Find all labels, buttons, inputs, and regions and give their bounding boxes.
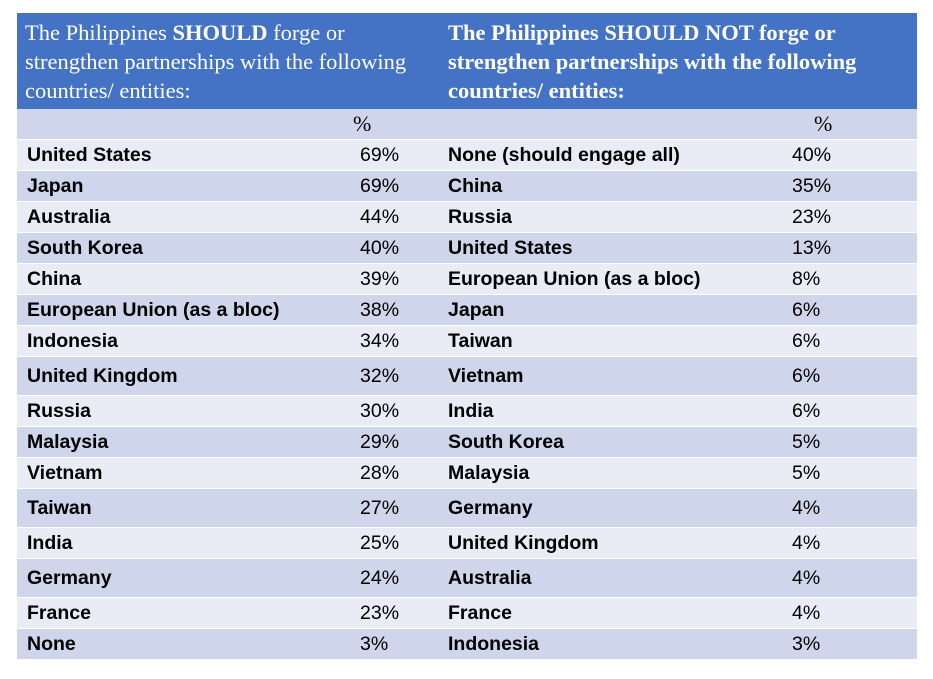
should-not-percent: 5% (792, 457, 918, 489)
should-not-percent: 13% (792, 232, 918, 264)
table-row: France 23% France 4% (17, 597, 918, 629)
table-row: Indonesia 34% Taiwan 6% (17, 325, 918, 357)
should-percent: 25% (341, 527, 449, 559)
should-not-percent: 5% (792, 426, 918, 458)
should-country: Indonesia (17, 325, 341, 357)
should-percent-label: % (17, 109, 449, 140)
should-not-percent-label: % (448, 109, 918, 140)
should-not-percent: 6% (792, 325, 918, 357)
should-country: Taiwan (17, 488, 341, 528)
should-percent: 34% (341, 325, 449, 357)
should-not-percent: 6% (792, 294, 918, 326)
table-row: United States 69% None (should engage all)… (17, 139, 918, 171)
should-country: China (17, 263, 341, 295)
should-not-country: India (448, 395, 793, 427)
should-percent: 30% (341, 395, 449, 427)
table-row: Malaysia 29% South Korea 5% (17, 426, 918, 458)
should-not-percent: 6% (792, 395, 918, 427)
should-not-percent: 4% (792, 527, 918, 559)
should-not-country: Vietnam (448, 356, 793, 396)
should-percent: 69% (341, 170, 449, 202)
should-percent: 44% (341, 201, 449, 233)
table-row: Russia 30% India 6% (17, 395, 918, 427)
should-not-country: Japan (448, 294, 793, 326)
should-not-country: United States (448, 232, 793, 264)
should-header-bold: SHOULD (172, 20, 268, 45)
header-row: The Philippines SHOULD forge or strength… (17, 13, 918, 109)
table-row: Taiwan 27% Germany 4% (17, 488, 918, 528)
should-country: Vietnam (17, 457, 341, 489)
should-not-percent: 8% (792, 263, 918, 295)
percent-label-row: % % (17, 109, 918, 140)
table-body: United States 69% None (should engage all)… (17, 139, 918, 660)
should-header: The Philippines SHOULD forge or strength… (17, 13, 449, 109)
should-not-country: United Kingdom (448, 527, 793, 559)
table-row: Australia 44% Russia 23% (17, 201, 918, 233)
should-not-percent: 4% (792, 558, 918, 598)
table-row: United Kingdom 32% Vietnam 6% (17, 356, 918, 396)
table-row: China 39% European Union (as a bloc) 8% (17, 263, 918, 295)
should-percent: 40% (341, 232, 449, 264)
should-not-country: None (should engage all) (448, 139, 793, 171)
should-percent: 38% (341, 294, 449, 326)
should-country: European Union (as a bloc) (17, 294, 341, 326)
should-country: United Kingdom (17, 356, 341, 396)
should-country: South Korea (17, 232, 341, 264)
should-country: Germany (17, 558, 341, 598)
should-percent: 39% (341, 263, 449, 295)
should-not-country: Australia (448, 558, 793, 598)
should-country: Russia (17, 395, 341, 427)
table-row: European Union (as a bloc) 38% Japan 6% (17, 294, 918, 326)
table-row: Vietnam 28% Malaysia 5% (17, 457, 918, 489)
should-not-country: Indonesia (448, 628, 793, 660)
should-not-country: South Korea (448, 426, 793, 458)
should-percent: 32% (341, 356, 449, 396)
should-not-country: Russia (448, 201, 793, 233)
should-not-country: European Union (as a bloc) (448, 263, 793, 295)
should-percent: 27% (341, 488, 449, 528)
table-row: None 3% Indonesia 3% (17, 628, 918, 660)
should-percent: 23% (341, 597, 449, 629)
partnership-table: The Philippines SHOULD forge or strength… (17, 13, 918, 660)
table-row: India 25% United Kingdom 4% (17, 527, 918, 559)
should-not-country: France (448, 597, 793, 629)
should-not-country: Taiwan (448, 325, 793, 357)
should-not-percent: 4% (792, 488, 918, 528)
should-header-pre: The Philippines (25, 20, 173, 45)
should-country: Japan (17, 170, 341, 202)
should-header-post: forge or strengthen partnerships with th… (25, 20, 407, 103)
should-country: United States (17, 139, 341, 171)
should-not-percent: 35% (792, 170, 918, 202)
should-not-country: China (448, 170, 793, 202)
should-not-percent: 40% (792, 139, 918, 171)
should-not-percent: 4% (792, 597, 918, 629)
should-percent: 24% (341, 558, 449, 598)
should-not-percent: 23% (792, 201, 918, 233)
should-percent: 29% (341, 426, 449, 458)
should-not-country: Malaysia (448, 457, 793, 489)
should-country: Australia (17, 201, 341, 233)
table-row: Japan 69% China 35% (17, 170, 918, 202)
should-not-country: Germany (448, 488, 793, 528)
should-country: None (17, 628, 341, 660)
should-percent: 3% (341, 628, 449, 660)
should-percent: 69% (341, 139, 449, 171)
should-country: Malaysia (17, 426, 341, 458)
table-row: Germany 24% Australia 4% (17, 558, 918, 598)
should-not-percent: 6% (792, 356, 918, 396)
partnership-table-container: The Philippines SHOULD forge or strength… (17, 13, 918, 660)
should-country: India (17, 527, 341, 559)
table-row: South Korea 40% United States 13% (17, 232, 918, 264)
should-not-percent: 3% (792, 628, 918, 660)
should-percent: 28% (341, 457, 449, 489)
should-country: France (17, 597, 341, 629)
should-not-header: The Philippines SHOULD NOT forge or stre… (448, 13, 918, 109)
